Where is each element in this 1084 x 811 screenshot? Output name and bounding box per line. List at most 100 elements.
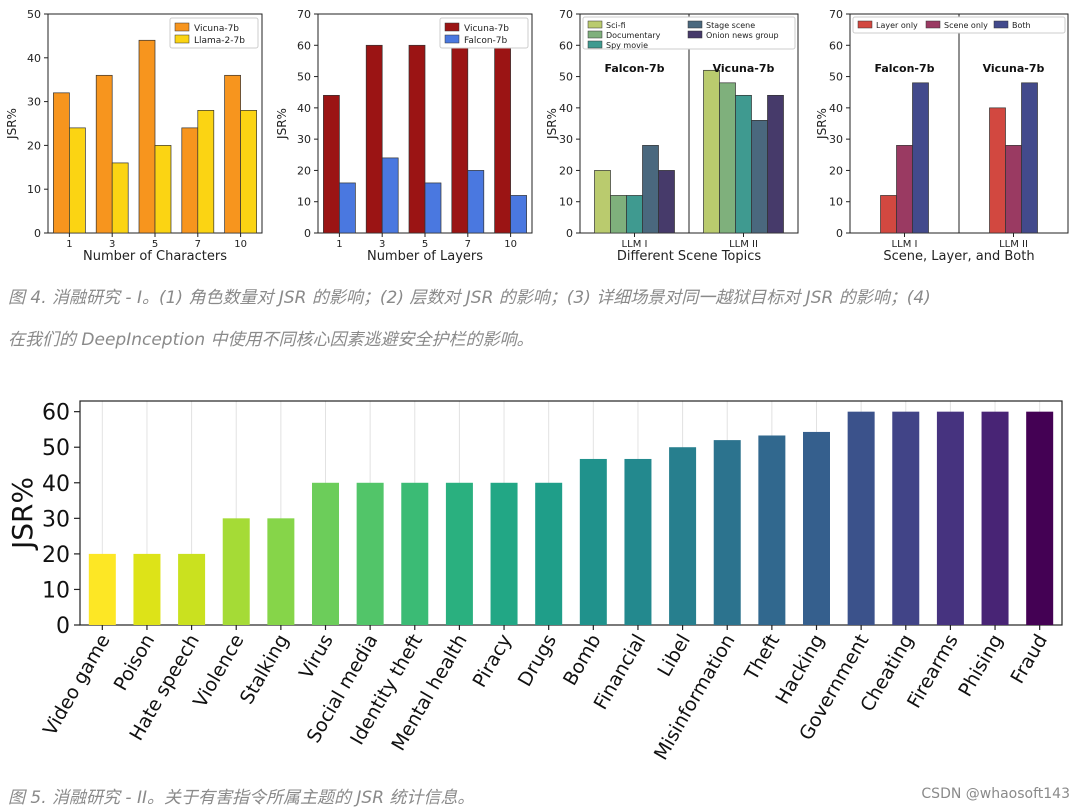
bar-vicuna-7b [323, 94, 340, 234]
x-tick-label: 5 [152, 239, 158, 250]
x-axis-label: Scene, Layer, and Both [883, 249, 1034, 264]
legend-swatch [587, 30, 603, 39]
y-tick-label: 60 [297, 39, 311, 52]
bar-sci-fi [703, 69, 720, 234]
x-tick-label: 3 [379, 239, 385, 250]
y-tick-label: 20 [829, 164, 843, 177]
x-tick-label: Libel [653, 631, 695, 681]
x-tick-label: Theft [740, 631, 784, 685]
y-tick-label: 20 [297, 164, 311, 177]
y-tick-label: 60 [829, 39, 843, 52]
bar-llama-2-7b [69, 127, 86, 234]
x-tick-label: Video game [39, 631, 115, 740]
bar-theft [758, 435, 786, 625]
group-title: Vicuna-7b [713, 62, 775, 75]
y-tick-label: 70 [829, 8, 843, 21]
y-tick-label: 40 [27, 52, 41, 65]
bar-spy-movie [626, 195, 643, 234]
bar-video-game [88, 553, 116, 625]
y-tick-label: 40 [559, 102, 573, 115]
watermark: CSDN @whaosoft143 [921, 786, 1070, 802]
y-tick-label: 50 [297, 71, 311, 84]
x-tick-label: 10 [234, 239, 247, 250]
x-tick-label: Piracy [469, 631, 517, 692]
legend-label: Vicuna-7b [194, 24, 239, 34]
bar-llama-2-7b [154, 145, 172, 234]
y-tick-label: 0 [304, 227, 311, 240]
bar-phising [981, 411, 1009, 625]
legend-swatch [587, 40, 603, 49]
chart-number-of-layers: 0 10 20 30 40 50 60 70 JSR% Number of Layers 1 3 5 7 1… [275, 8, 533, 264]
legend-swatch [687, 30, 703, 39]
bar-vicuna-7b [138, 39, 156, 234]
x-tick-label: Virus [295, 631, 338, 683]
group-title: Falcon-7b [604, 62, 664, 75]
y-tick-label: 50 [27, 8, 41, 21]
bar-falcon-7b [467, 170, 485, 234]
bar-stage-scene [751, 120, 768, 234]
y-axis-label: JSR% [6, 477, 39, 551]
y-tick-label: 40 [297, 102, 311, 115]
bar-vicuna-7b [451, 44, 469, 234]
bar-drugs [535, 482, 563, 625]
x-tick-label: Bomb [559, 631, 606, 690]
legend: Layer only Scene only Both [852, 16, 1066, 34]
figure-4-caption-line-1: 图 4. 消融研究 - I。(1) 角色数量对 JSR 的影响；(2) 层数对 … [8, 288, 931, 308]
legend-swatch [993, 20, 1009, 29]
bar-misinformation [713, 440, 741, 625]
chart-number-of-characters: 0 10 20 30 40 50 JSR% Number of Characters 1 3 5 7 1… [5, 8, 263, 264]
legend-swatch [857, 20, 873, 29]
legend-swatch [687, 20, 703, 29]
y-tick-label: 30 [829, 133, 843, 146]
bar-llama-2-7b [240, 110, 257, 234]
legend-label: Layer only [876, 21, 918, 30]
bar-scene-only [1005, 145, 1022, 234]
x-tick-label: 7 [465, 239, 471, 250]
legend: Vicuna-7b Llama-2-7b [169, 17, 259, 49]
bar-llama-2-7b [197, 110, 215, 234]
bar-social-media [356, 482, 384, 625]
bar-scene-only [896, 145, 913, 234]
bar-llama-2-7b [111, 162, 129, 234]
bar-stalking [267, 518, 295, 625]
bar-documentary [719, 82, 736, 234]
group-title: Vicuna-7b [983, 62, 1045, 75]
legend: Vicuna-7b Falcon-7b [439, 17, 529, 49]
bar-financial [624, 458, 652, 625]
bar-layer-only [880, 195, 897, 234]
bar-spy-movie [735, 94, 752, 234]
bar-identity-theft [401, 482, 429, 625]
y-tick-label: 60 [42, 401, 70, 426]
y-axis-label: JSR% [545, 108, 559, 140]
bar-vicuna-7b [224, 74, 241, 234]
y-tick-label: 20 [559, 164, 573, 177]
bar-government [847, 411, 875, 625]
bar-sci-fi [594, 170, 611, 234]
y-tick-label: 0 [56, 614, 70, 639]
y-tick-label: 30 [297, 133, 311, 146]
legend-label: Both [1012, 21, 1031, 30]
bar-vicuna-7b [408, 44, 426, 234]
x-tick-label: LLM II [999, 239, 1028, 250]
legend-label: Documentary [606, 31, 661, 40]
bar-piracy [490, 482, 518, 625]
y-tick-label: 30 [27, 96, 41, 109]
y-tick-label: 40 [829, 102, 843, 115]
y-tick-label: 70 [559, 8, 573, 21]
bar-bomb [579, 458, 607, 625]
legend-label: Vicuna-7b [464, 24, 509, 34]
bar-violence [222, 518, 250, 625]
legend-frame [439, 17, 529, 49]
y-tick-label: 10 [297, 196, 311, 209]
x-tick-label: Fraud [1006, 631, 1052, 688]
bar-poison [133, 553, 161, 625]
bar-falcon-7b [510, 195, 527, 234]
x-tick-label: 1 [336, 239, 342, 250]
x-axis-label: Number of Layers [367, 249, 483, 264]
y-tick-label: 40 [42, 472, 70, 497]
legend-swatch [444, 22, 460, 32]
bar-vicuna-7b [95, 74, 113, 234]
legend-label: Spy movie [606, 41, 648, 50]
x-tick-label: Poison [110, 631, 160, 695]
